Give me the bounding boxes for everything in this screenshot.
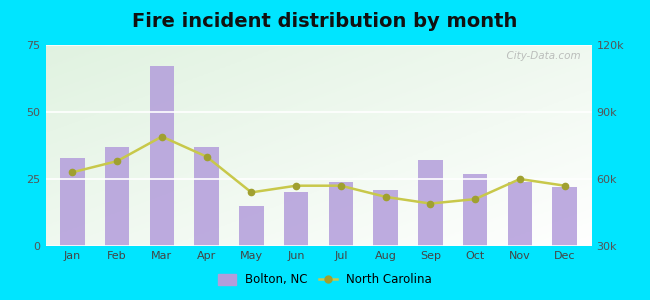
Bar (508, 182, 532, 246)
Bar (373, 190, 398, 246)
Text: City-Data.com: City-Data.com (500, 51, 580, 61)
Bar (552, 187, 577, 246)
Legend: Bolton, NC, North Carolina: Bolton, NC, North Carolina (213, 269, 437, 291)
Bar (418, 160, 443, 246)
Bar (284, 192, 309, 246)
Text: Fire incident distribution by month: Fire incident distribution by month (133, 12, 517, 31)
Bar (105, 147, 129, 246)
Bar (463, 174, 488, 246)
Bar (150, 66, 174, 246)
Bar (60, 158, 84, 246)
Bar (194, 147, 219, 246)
Bar (328, 182, 353, 246)
Bar (239, 206, 264, 246)
